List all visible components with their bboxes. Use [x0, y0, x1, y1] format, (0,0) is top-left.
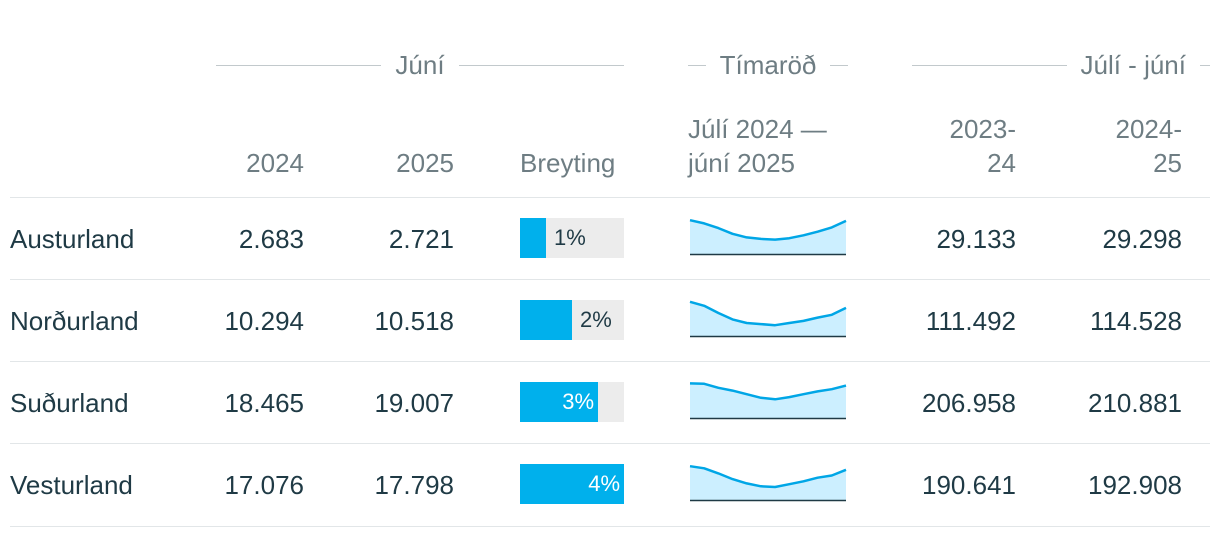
- sparkline: [689, 218, 847, 256]
- table-row: Austurland 2.683 2.721 1% 29.133 29.298: [10, 197, 1210, 280]
- header-rule: [912, 64, 1067, 66]
- sparkline-area: [690, 466, 846, 500]
- change-bar-fill: [520, 382, 598, 422]
- header-rule: [688, 64, 706, 66]
- total-2024-25-value: 114.528: [1089, 306, 1182, 336]
- group-header-timeseries: Tímaröð: [688, 48, 848, 82]
- sparkline: [689, 382, 847, 420]
- june-2024-value: 18.465: [224, 388, 304, 418]
- column-header-sparkline-line1: Júlí 2024 —: [688, 114, 827, 144]
- header-rule: [1200, 64, 1210, 66]
- total-2024-25-value: 210.881: [1088, 388, 1182, 418]
- column-header-sparkline-line2: júní 2025: [688, 148, 795, 178]
- sparkline-line: [689, 464, 847, 489]
- group-header-june: Júní: [216, 48, 624, 82]
- region-name: Austurland: [10, 224, 135, 254]
- total-2024-25-value: 29.298: [1102, 224, 1182, 254]
- column-header-change: Breyting: [520, 148, 616, 178]
- group-title-julyjune: Júlí - júní: [1080, 49, 1187, 80]
- region-name: Norðurland: [10, 306, 139, 336]
- total-2023-24-value: 190.641: [922, 470, 1016, 500]
- change-bar-fill: [520, 300, 572, 340]
- total-2023-24-value: 29.133: [936, 224, 1016, 254]
- june-2025-value: 2.721: [388, 224, 454, 254]
- group-title-june: Júní: [395, 49, 445, 80]
- sparkline-line: [689, 300, 847, 327]
- change-bar-fill: [520, 218, 546, 258]
- table-row: Suðurland 18.465 19.007 3% 206.958 210.8…: [10, 361, 1210, 444]
- header-rule: [458, 64, 624, 66]
- header-rule: [216, 64, 382, 66]
- june-2024-value: 17.076: [224, 470, 304, 500]
- change-label: 4%: [588, 471, 620, 496]
- column-header-2024: 2024: [246, 148, 304, 178]
- change-bar: 3%: [520, 382, 624, 422]
- change-label: 3%: [562, 389, 594, 414]
- total-2024-25-value: 192.908: [1088, 470, 1182, 500]
- sparkline-line: [689, 382, 847, 401]
- june-2025-value: 19.007: [374, 388, 454, 418]
- change-bar: 2%: [520, 300, 624, 340]
- change-bar-fill: [520, 464, 624, 504]
- column-header-2024-25-line2: 25: [1153, 148, 1182, 178]
- june-2025-value: 17.798: [374, 470, 454, 500]
- change-label: 1%: [554, 225, 586, 250]
- column-header-2023-24: 2023- 24: [900, 112, 1017, 180]
- change-bar: 1%: [520, 218, 624, 258]
- region-name: Suðurland: [10, 388, 129, 418]
- column-header-2024-25: 2024- 25: [1066, 112, 1183, 180]
- header-rule: [830, 64, 848, 66]
- group-header-julyjune: Júlí - júní: [912, 48, 1210, 82]
- sparkline-line: [689, 218, 847, 241]
- column-header-2023-24-line2: 24: [987, 148, 1016, 178]
- column-header-2024-25-line1: 2024-: [1115, 114, 1183, 144]
- june-2024-value: 2.683: [238, 224, 304, 254]
- group-title-timeseries: Tímaröð: [719, 49, 817, 80]
- table-row: Norðurland 10.294 10.518 2% 111.492 114.…: [10, 279, 1210, 362]
- total-2023-24-value: 111.492: [925, 306, 1016, 336]
- sparkline: [689, 300, 847, 338]
- june-2025-value: 10.518: [374, 306, 454, 336]
- region-name: Vesturland: [10, 470, 133, 500]
- june-2024-value: 10.294: [224, 306, 304, 336]
- sparkline-area: [690, 220, 846, 254]
- table-row: Vesturland 17.076 17.798 4% 190.641 192.…: [10, 443, 1210, 527]
- change-bar: 4%: [520, 464, 624, 504]
- sparkline: [689, 464, 847, 502]
- column-header-sparkline: Júlí 2024 — júní 2025: [688, 112, 868, 180]
- total-2023-24-value: 206.958: [922, 388, 1016, 418]
- column-header-2025: 2025: [396, 148, 454, 178]
- change-label: 2%: [580, 307, 612, 332]
- sparkline-area: [690, 301, 846, 336]
- column-header-2023-24-line1: 2023-: [949, 114, 1017, 144]
- sparkline-area: [690, 383, 846, 418]
